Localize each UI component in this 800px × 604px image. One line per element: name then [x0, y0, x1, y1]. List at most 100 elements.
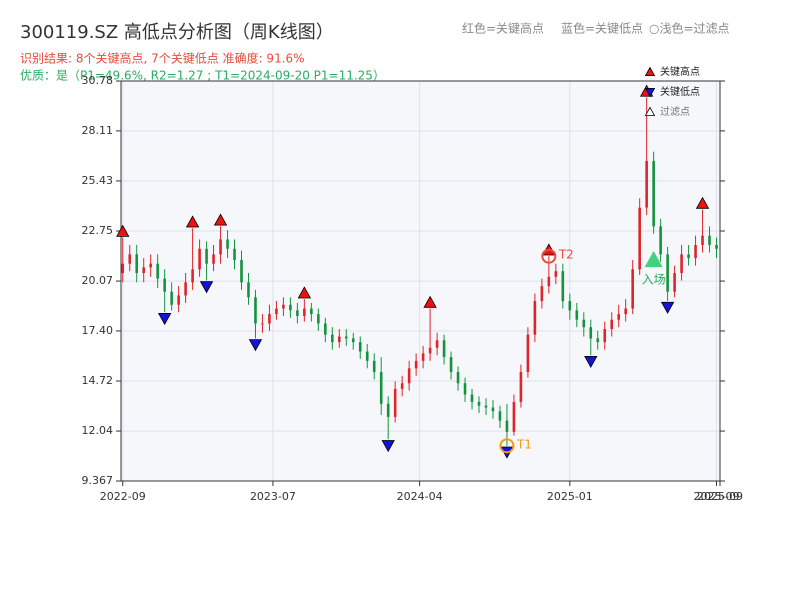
candle-body [254, 297, 257, 324]
candle-body [673, 273, 676, 292]
y-tick-label: 12.04 [82, 424, 114, 437]
candle-body [526, 334, 530, 373]
key-point [584, 356, 598, 369]
candle-body [191, 269, 194, 283]
candle-body [337, 336, 341, 343]
candle-body [177, 295, 180, 305]
candle-body [331, 334, 334, 343]
candle-body [156, 263, 159, 279]
candle-body [324, 323, 327, 335]
annotation-marker [541, 248, 557, 264]
annotation-marker [499, 438, 515, 454]
candle-body [477, 401, 481, 406]
y-tick-label: 25.43 [82, 174, 114, 187]
legend-label: 关键高点 [660, 65, 700, 78]
candle-body [212, 254, 215, 264]
key-point [116, 224, 130, 237]
annotation-label: T1 [516, 437, 532, 451]
key-point [297, 286, 312, 299]
candle-body [449, 357, 453, 373]
candle-body [610, 319, 614, 330]
candle-body [505, 420, 509, 432]
candle-body [344, 336, 348, 339]
candle-body [296, 310, 299, 316]
key-point [248, 339, 263, 352]
candle-body [463, 383, 467, 395]
candle-body [715, 245, 718, 249]
candle-body [240, 259, 243, 283]
candle-body [198, 248, 201, 270]
x-tick-label: 2025-09 [697, 490, 743, 503]
candle-body [421, 353, 425, 361]
key-point [660, 301, 675, 314]
candle-body [491, 407, 495, 412]
quality-text: 优质：是（P1=49.6%, R2=1.27 ; T1=2024-09-20 P… [20, 69, 385, 83]
candle-body [554, 271, 558, 277]
candle-body [638, 207, 641, 270]
result-text: 识别结果: 8个关键高点, 7个关键低点 准确度: 91.6% [20, 51, 305, 66]
x-tick-label: 2024-04 [397, 490, 443, 503]
candle-body [694, 245, 697, 259]
candle-body [624, 308, 627, 315]
candle-body [484, 405, 488, 408]
key-point [157, 313, 172, 326]
candle-body [666, 254, 669, 292]
x-tick-label: 2023-07 [250, 490, 296, 503]
candle-body [289, 304, 292, 311]
candle-body [407, 368, 411, 384]
candle-body [533, 301, 537, 335]
legend-label: 过滤点 [660, 105, 690, 118]
candle-body [582, 319, 586, 328]
candle-body [617, 314, 621, 320]
candle-body [596, 338, 600, 343]
candle-body [282, 304, 285, 309]
annotation-label: T2 [558, 248, 574, 262]
key-point [199, 281, 214, 294]
x-tick-label: 2022-09 [100, 490, 146, 503]
candle-body [498, 411, 502, 421]
y-tick-label: 20.07 [82, 274, 114, 287]
candle-body [519, 372, 523, 402]
candle-body [233, 248, 236, 260]
candle-body [372, 360, 376, 373]
candle-body [268, 314, 271, 324]
candle-body [708, 235, 711, 246]
candle-body [393, 388, 397, 417]
candle-body [652, 160, 655, 227]
candle-body [568, 301, 572, 311]
candle-body [149, 263, 152, 268]
legend-marker [644, 106, 656, 116]
candle-body [310, 308, 313, 315]
candle-body [547, 276, 551, 287]
candle-body [275, 308, 278, 315]
candle-body [358, 342, 362, 352]
y-tick-label: 30.78 [82, 74, 114, 87]
candle-body [414, 360, 418, 369]
legend-marker [644, 66, 656, 76]
y-tick-label: 28.11 [82, 124, 114, 137]
chart-title: 300119.SZ 高低点分析图（周K线图） [20, 22, 334, 43]
y-tick-label: 14.72 [82, 374, 114, 387]
y-tick-label: 17.40 [82, 324, 114, 337]
candle-body [135, 254, 139, 274]
candle-body [680, 254, 683, 274]
header-legend: ○浅色=过滤点 [649, 22, 730, 36]
candle-body [456, 372, 460, 384]
candle-body [205, 248, 208, 264]
legend-marker [644, 88, 656, 98]
candle-body [575, 310, 579, 320]
annotation-label: 入场 [642, 272, 666, 286]
candle-body [121, 263, 125, 274]
y-tick-label: 22.75 [82, 224, 114, 237]
candle-body [631, 269, 634, 309]
candle-body [163, 278, 166, 292]
x-tick-label: 2025-01 [547, 490, 593, 503]
key-point [423, 295, 437, 308]
candle-body [170, 291, 173, 305]
candle-body [219, 239, 222, 255]
candle-body [512, 401, 516, 432]
candle-body [142, 267, 146, 274]
candle-body [540, 286, 544, 302]
candle-body [226, 239, 229, 249]
